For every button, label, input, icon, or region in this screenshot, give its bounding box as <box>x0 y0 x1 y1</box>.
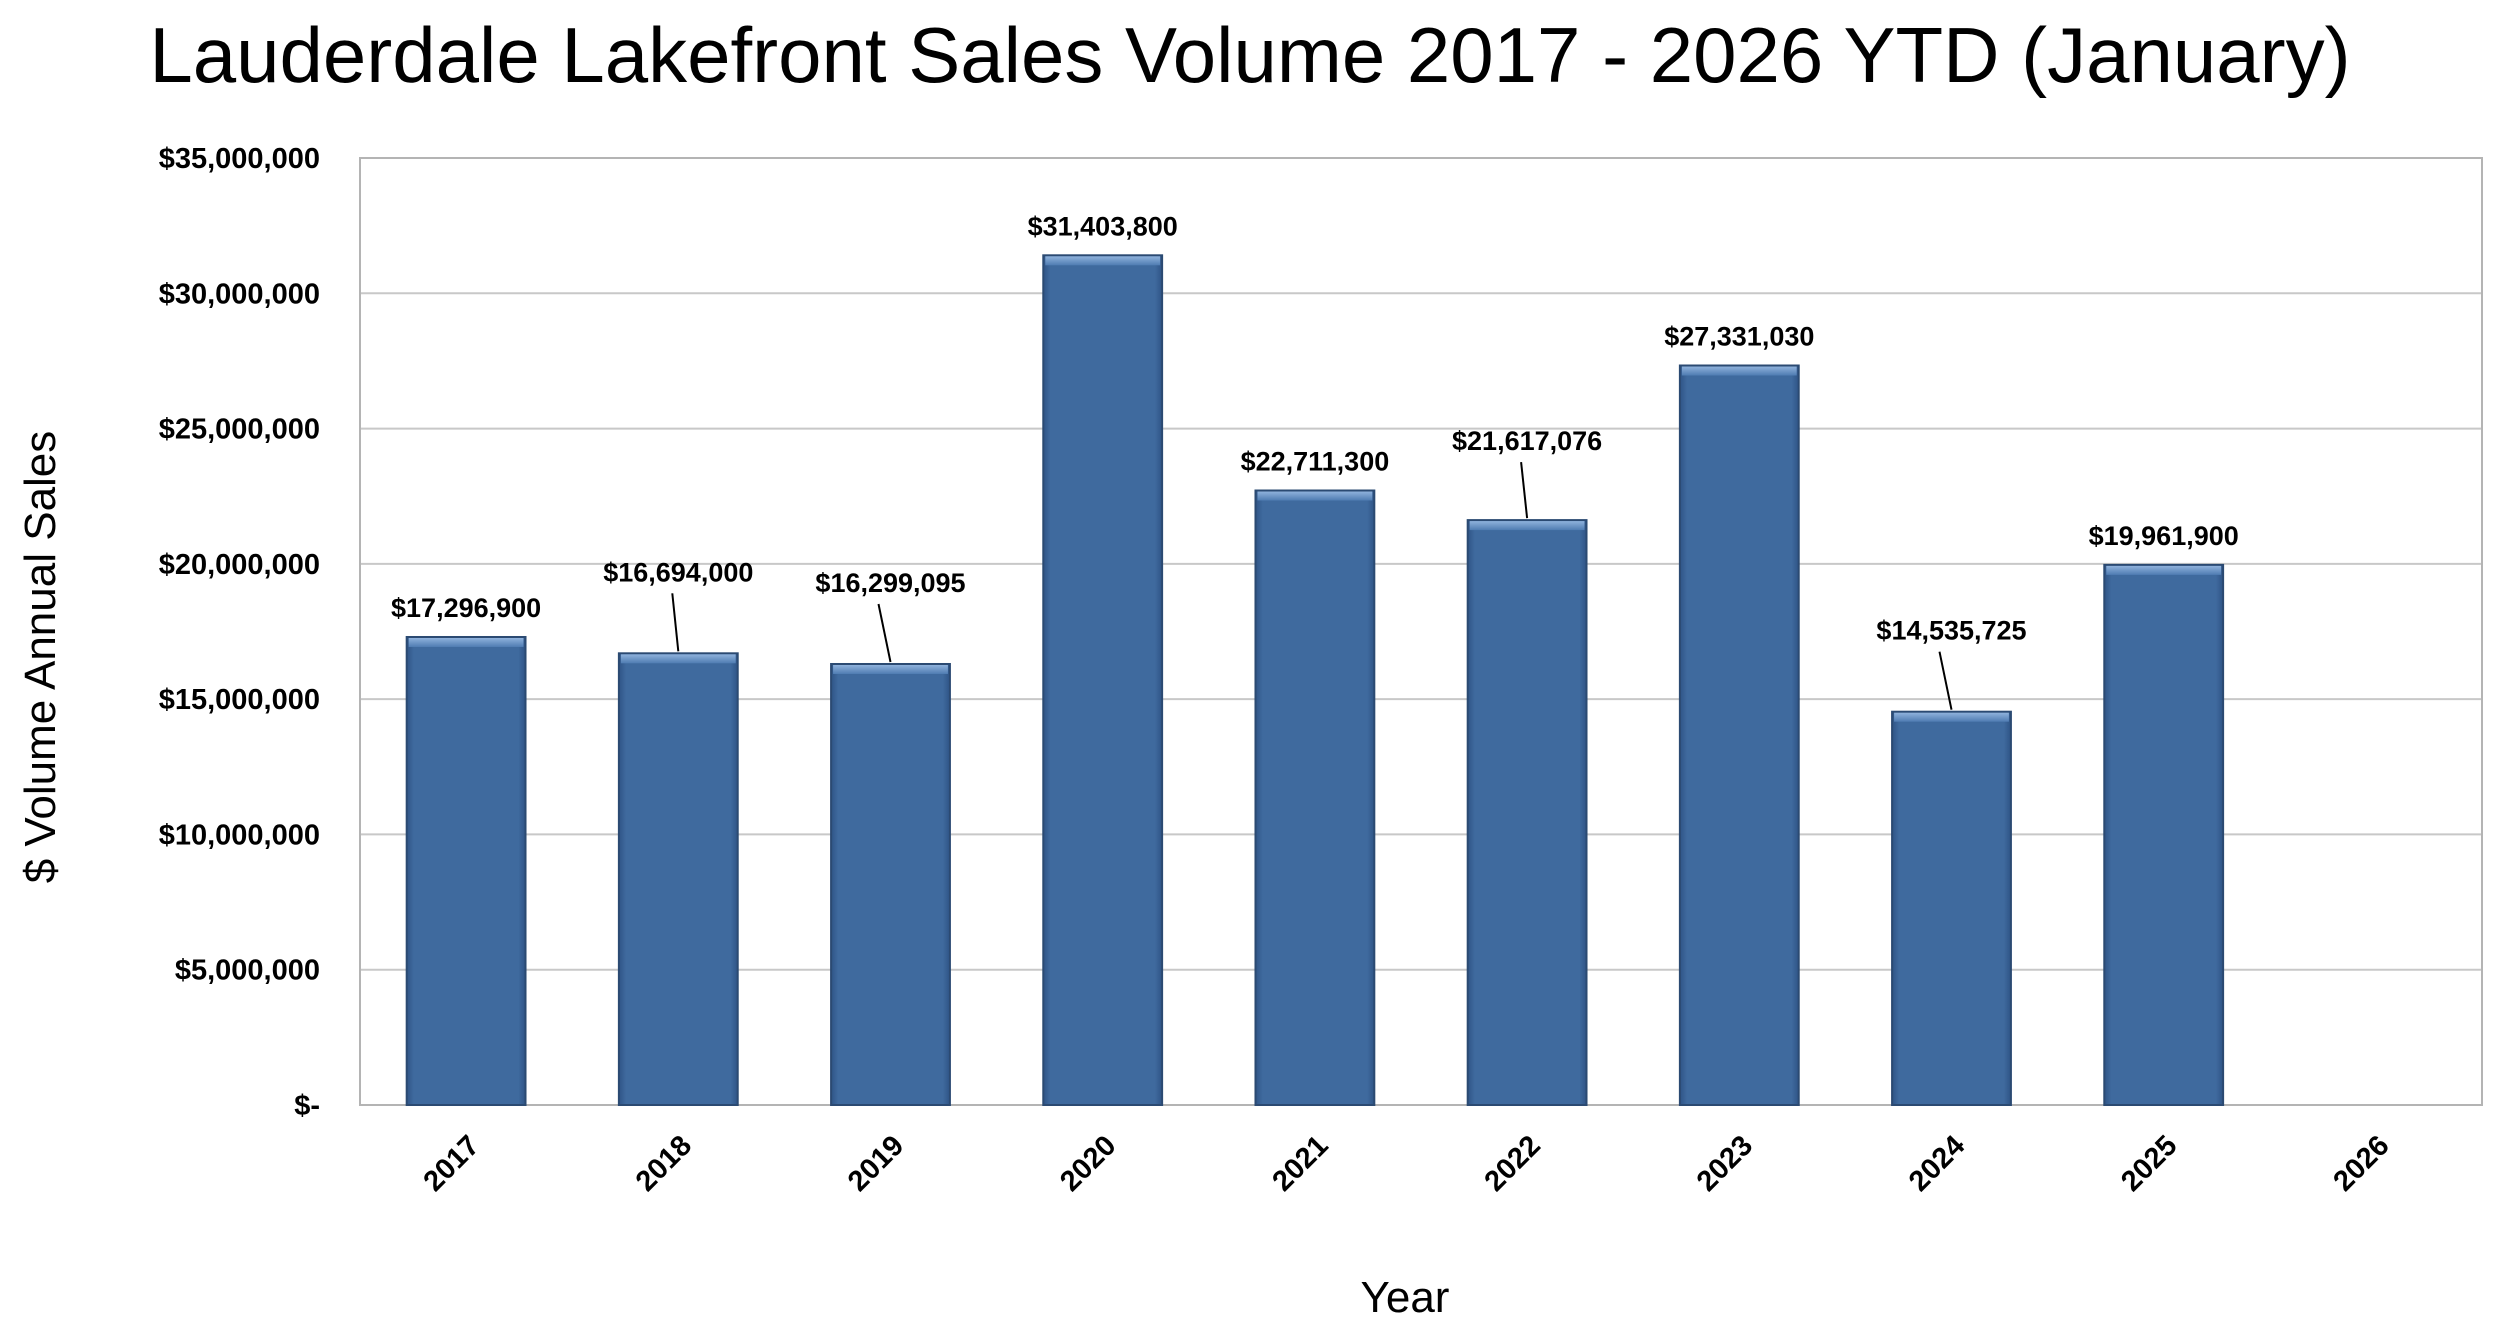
y-tick-label: $35,000,000 <box>159 143 320 175</box>
bar-2024 <box>1891 710 2012 1107</box>
data-label-2022: $21,617,076 <box>1452 426 1602 456</box>
y-tick-label: $20,000,000 <box>159 549 320 581</box>
x-tick-label-2022: 2022 <box>1479 1130 1547 1198</box>
bar-2022 <box>1466 519 1588 1106</box>
bars <box>405 254 2225 1107</box>
data-label-2017: $17,296,900 <box>391 593 541 623</box>
leader-line <box>877 603 892 663</box>
data-label-2020: $31,403,800 <box>1028 211 1178 241</box>
y-axis-tick-labels: $- $5,000,000 $10,000,000 $15,000,000 $20,00… <box>159 143 320 1122</box>
x-tick-label-2019: 2019 <box>842 1130 910 1198</box>
y-tick-label: $10,000,000 <box>159 819 320 851</box>
data-label-2025: $19,961,900 <box>2089 521 2239 551</box>
leader-line <box>671 593 680 652</box>
bar-top-highlight <box>1257 491 1373 501</box>
data-label-2023: $27,331,030 <box>1664 322 1814 352</box>
bar-top-highlight <box>1469 521 1585 531</box>
bar-2023 <box>1678 364 1800 1106</box>
bar-body <box>405 635 527 1106</box>
y-tick-label: $5,000,000 <box>175 955 320 987</box>
bar-body <box>1891 710 2012 1107</box>
data-label-2018: $16,694,000 <box>603 557 753 587</box>
x-axis-tick-labels: 2017 2018 2019 2020 2021 2022 2023 2024 2025 2026 <box>418 1130 2396 1198</box>
leader-line <box>1938 651 1953 710</box>
bar-2017 <box>405 635 527 1106</box>
bar-top-highlight <box>1681 366 1797 376</box>
bar-body <box>1678 364 1800 1106</box>
bar-top-highlight <box>620 654 736 664</box>
bar-2025 <box>2103 563 2225 1106</box>
bar-body <box>2103 563 2225 1106</box>
data-label-2021: $22,711,300 <box>1241 446 1390 476</box>
bar-2018 <box>617 652 739 1106</box>
bar-top-highlight <box>2106 565 2222 575</box>
leader-line <box>1520 461 1529 519</box>
bar-2019 <box>830 662 951 1106</box>
x-tick-label-2021: 2021 <box>1266 1130 1334 1198</box>
x-tick-label-2020: 2020 <box>1054 1130 1122 1198</box>
bar-top-highlight <box>408 637 524 647</box>
y-tick-label: $25,000,000 <box>159 414 320 446</box>
x-tick-label-2025: 2025 <box>2115 1130 2183 1198</box>
plot-area-border <box>359 157 2483 1106</box>
y-tick-label: $- <box>294 1090 320 1122</box>
x-tick-label-2018: 2018 <box>630 1130 698 1198</box>
bar-body <box>1042 254 1164 1106</box>
data-label-2024: $14,535,725 <box>1876 616 2026 646</box>
chart-title: Lauderdale Lakefront Sales Volume 2017 -… <box>149 11 2350 99</box>
bar-2021 <box>1254 489 1376 1106</box>
x-tick-label-2023: 2023 <box>1691 1130 1759 1198</box>
bar-top-highlight <box>1894 712 2009 722</box>
y-axis-title: $ Volume Annual Sales <box>16 431 65 884</box>
x-tick-label-2017: 2017 <box>418 1130 486 1198</box>
bar-top-highlight <box>833 664 948 674</box>
bar-body <box>617 652 739 1106</box>
bar-top-highlight <box>1045 256 1161 266</box>
bar-body <box>830 662 951 1106</box>
y-tick-label: $15,000,000 <box>159 684 320 716</box>
y-tick-label: $30,000,000 <box>159 278 320 310</box>
x-tick-label-2026: 2026 <box>2327 1130 2395 1198</box>
x-axis-title: Year <box>1361 1273 1450 1322</box>
data-labels: $17,296,900 $16,694,000 $16,299,095 $31,403… <box>391 211 2239 710</box>
bar-body <box>1466 519 1588 1106</box>
data-label-2019: $16,299,095 <box>815 568 965 598</box>
bar-body <box>1254 489 1376 1106</box>
bar-2020 <box>1042 254 1164 1106</box>
x-tick-label-2024: 2024 <box>1903 1130 1971 1198</box>
